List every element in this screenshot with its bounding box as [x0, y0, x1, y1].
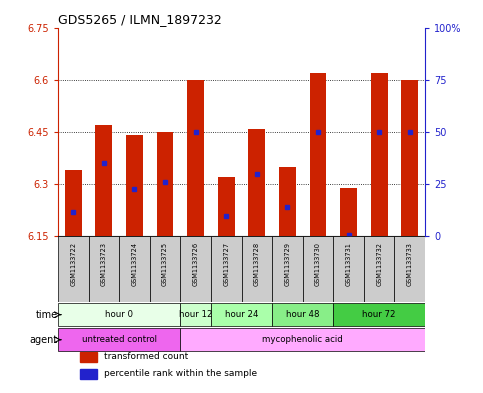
Text: percentile rank within the sample: percentile rank within the sample [104, 369, 257, 378]
Bar [242, 237, 272, 302]
Bar [119, 237, 150, 302]
Bar [272, 303, 333, 326]
Bar [272, 237, 303, 302]
Text: GSM1133722: GSM1133722 [70, 242, 76, 286]
Text: GSM1133727: GSM1133727 [223, 242, 229, 286]
Text: hour 48: hour 48 [286, 310, 319, 319]
Text: GSM1133729: GSM1133729 [284, 242, 290, 286]
Bar [187, 80, 204, 237]
Bar [150, 237, 180, 302]
Bar [80, 352, 97, 362]
Text: GSM1133731: GSM1133731 [345, 242, 352, 286]
Bar [88, 237, 119, 302]
Text: GSM1133733: GSM1133733 [407, 242, 413, 286]
Text: time: time [36, 310, 58, 320]
Bar [340, 188, 357, 237]
Bar [58, 237, 88, 302]
Text: agent: agent [30, 335, 58, 345]
Bar [310, 73, 327, 237]
Bar [333, 303, 425, 326]
Bar [364, 237, 395, 302]
Bar [401, 80, 418, 237]
Text: transformed count: transformed count [104, 353, 188, 362]
Bar [248, 129, 265, 237]
Text: GSM1133724: GSM1133724 [131, 242, 138, 286]
Text: GSM1133732: GSM1133732 [376, 242, 382, 286]
Bar [58, 329, 180, 351]
Bar [218, 177, 235, 237]
Bar [180, 303, 211, 326]
Bar [303, 237, 333, 302]
Bar [371, 73, 387, 237]
Bar [180, 237, 211, 302]
Bar [180, 329, 425, 351]
Text: hour 72: hour 72 [362, 310, 396, 319]
Text: GSM1133728: GSM1133728 [254, 242, 260, 286]
Bar [156, 132, 173, 237]
Text: hour 0: hour 0 [105, 310, 133, 319]
Bar [126, 136, 143, 237]
Bar [395, 237, 425, 302]
Text: GSM1133725: GSM1133725 [162, 242, 168, 286]
Text: GSM1133723: GSM1133723 [101, 242, 107, 286]
Bar [333, 237, 364, 302]
Text: GDS5265 / ILMN_1897232: GDS5265 / ILMN_1897232 [58, 13, 222, 26]
Bar [58, 303, 180, 326]
Bar [211, 237, 242, 302]
Bar [80, 369, 97, 379]
Text: mycophenolic acid: mycophenolic acid [262, 335, 343, 344]
Text: hour 12: hour 12 [179, 310, 213, 319]
Bar [65, 170, 82, 237]
Text: hour 24: hour 24 [225, 310, 258, 319]
Text: GSM1133726: GSM1133726 [193, 242, 199, 286]
Bar [279, 167, 296, 237]
Text: untreated control: untreated control [82, 335, 156, 344]
Text: GSM1133730: GSM1133730 [315, 242, 321, 286]
Bar [96, 125, 112, 237]
Bar [211, 303, 272, 326]
